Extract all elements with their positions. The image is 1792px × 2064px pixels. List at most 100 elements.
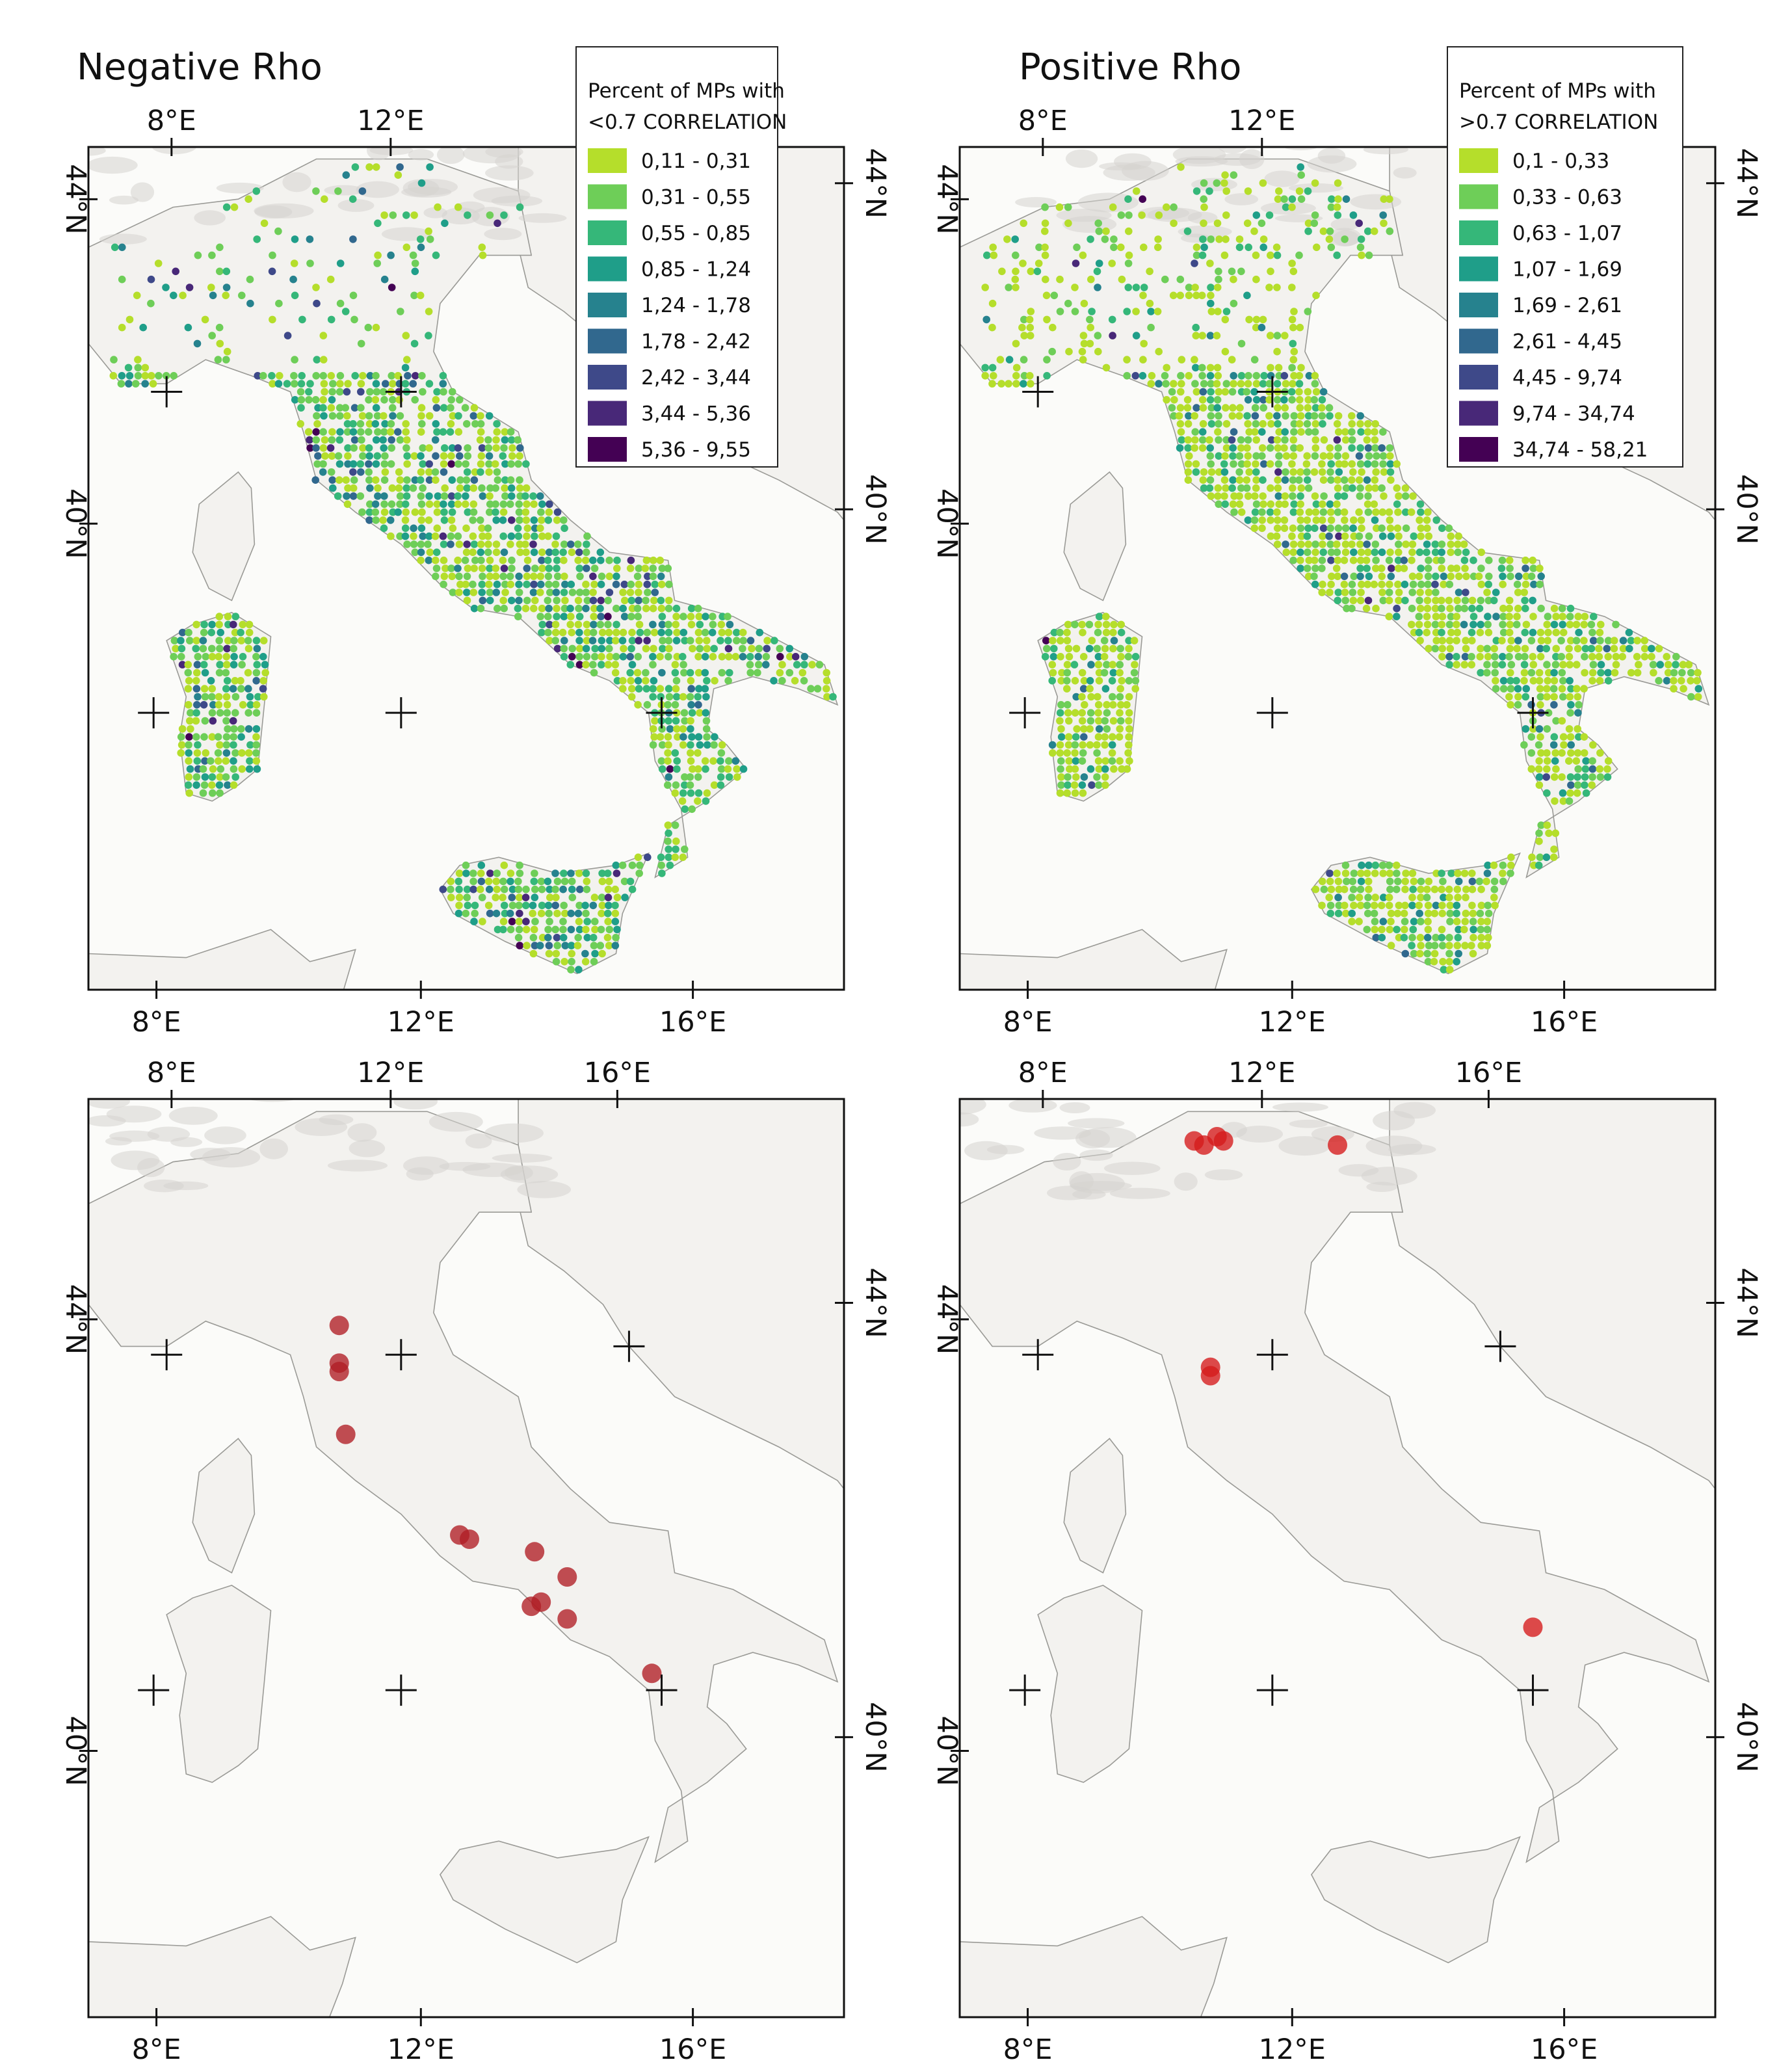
hexbin-cell: [681, 781, 689, 789]
hexbin-cell: [1311, 436, 1320, 444]
hexbin-cell: [523, 580, 531, 589]
hexbin-cell: [574, 620, 583, 629]
hexbin-cell: [1326, 452, 1334, 460]
hexbin-cell: [222, 773, 230, 781]
hexbin-cell: [1295, 476, 1303, 484]
hexbin-cell: [590, 942, 598, 949]
hexbin-cell: [1100, 637, 1109, 644]
hexbin-cell: [1304, 540, 1313, 548]
hexbin-cell: [582, 604, 590, 613]
hexbin-cell: [336, 372, 345, 380]
hexbin-cell: [494, 219, 501, 228]
hexbin-cell: [440, 556, 448, 564]
hexbin-cell: [252, 725, 261, 733]
legend-swatch: [1459, 328, 1498, 354]
hexbin-cell: [134, 364, 142, 372]
hexbin-cell: [1514, 604, 1522, 613]
hexbin-cell: [216, 661, 224, 668]
hexbin-cell: [1063, 749, 1071, 757]
hexbin-cell: [1207, 404, 1216, 412]
hexbin-cell: [551, 869, 559, 877]
hexbin-cell: [1408, 934, 1416, 942]
hexbin-cell: [1505, 628, 1514, 637]
hexbin-cell: [185, 789, 194, 797]
hexbin-cell: [1049, 668, 1057, 677]
hexbin-cell: [1123, 372, 1131, 380]
hexbin-cell: [552, 958, 560, 966]
hexbin-cell: [1274, 420, 1282, 428]
hexbin-cell: [396, 492, 404, 500]
hexbin-cell: [1295, 251, 1303, 259]
hexbin-cell: [192, 644, 200, 653]
hexbin-cell: [635, 589, 642, 596]
hexbin-cell: [177, 749, 185, 757]
hexbin-cell: [590, 668, 598, 677]
hexbin-cell: [461, 556, 469, 564]
hexbin-cell: [396, 500, 404, 509]
hexbin-cell: [1124, 653, 1133, 661]
hexbin-cell: [611, 901, 619, 910]
hexbin-cell: [1295, 388, 1303, 396]
hexbin-cell: [1064, 733, 1073, 741]
hexbin-cell: [627, 556, 635, 564]
hexbin-cell: [1259, 396, 1267, 404]
hexbin-cell: [1373, 524, 1380, 533]
hexbin-cell: [531, 942, 539, 949]
hexbin-cell: [664, 821, 672, 829]
land-north-africa: [960, 1916, 1228, 2017]
hexbin-cell: [1438, 885, 1445, 893]
legend-swatch: [588, 184, 627, 209]
hexbin-cell: [231, 628, 239, 637]
hexbin-cell: [687, 717, 694, 725]
hexbin-cell: [1432, 613, 1440, 620]
hexbin-cell: [1080, 677, 1088, 685]
hexbin-cell: [433, 428, 441, 436]
hexbin-cell: [1460, 661, 1469, 668]
hexbin-cell: [216, 741, 224, 749]
hexbin-cell: [1529, 653, 1537, 661]
hexbin-cell: [1274, 364, 1283, 372]
hexbin-cell: [1125, 211, 1133, 219]
hexbin-cell: [575, 901, 583, 910]
hexbin-cell: [620, 580, 629, 589]
hexbin-cell: [1462, 893, 1469, 901]
hexbin-cell: [194, 741, 202, 749]
hexbin-cell: [581, 901, 589, 910]
hexbin-cell: [1395, 548, 1403, 557]
hexbin-cell: [433, 508, 441, 516]
hexbin-cell: [1656, 661, 1665, 668]
hexbin-cell: [1170, 412, 1178, 420]
hexbin-cell: [1093, 741, 1101, 749]
hexbin-cell: [506, 572, 514, 581]
hexbin-cell: [237, 725, 245, 733]
hexbin-cell: [1588, 628, 1596, 637]
hexbin-cell: [1252, 500, 1261, 509]
hexbin-cell: [1349, 468, 1357, 476]
hexbin-cell: [537, 877, 546, 886]
hexbin-cell: [679, 693, 687, 701]
hexbin-cell: [470, 604, 479, 613]
hexbin-cell: [1131, 661, 1139, 668]
hexbin-cell: [486, 564, 494, 572]
hexbin-cell: [1221, 347, 1230, 356]
hexbin-cell: [553, 613, 560, 620]
hexbin-cell: [1310, 412, 1319, 420]
hexbin-cell: [440, 572, 449, 581]
hexbin-cell: [1087, 275, 1095, 284]
hexbin-cell: [214, 356, 222, 364]
hexbin-cell: [1460, 869, 1469, 877]
hexbin-cell: [177, 637, 185, 644]
hexbin-cell: [1327, 516, 1336, 524]
hexbin-cell: [1252, 396, 1261, 404]
map-frame: [87, 146, 845, 991]
mp-point: [336, 1424, 356, 1444]
hexbin-cell: [464, 452, 472, 460]
hexbin-cell: [1296, 404, 1304, 412]
hexbin-cell: [463, 540, 471, 548]
hexbin-cell: [441, 564, 449, 572]
hexbin-cell: [441, 484, 449, 492]
hexbin-cell: [185, 749, 193, 757]
hexbin-cell: [215, 620, 223, 629]
hexbin-cell: [671, 701, 679, 709]
graticule-cross: [385, 376, 417, 408]
